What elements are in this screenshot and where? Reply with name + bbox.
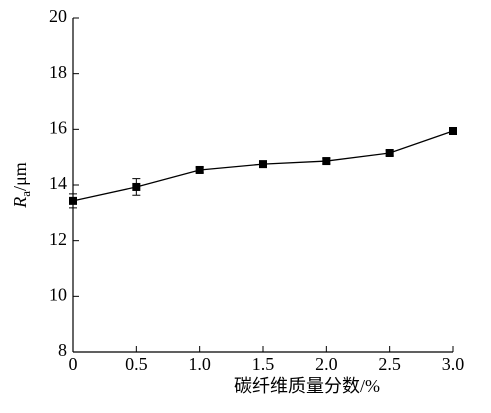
- y-label-main: R: [10, 197, 30, 209]
- x-tick-label: 1.5: [252, 354, 275, 374]
- y-tick-label: 16: [49, 117, 67, 137]
- y-tick-label: 14: [49, 173, 67, 193]
- data-point: [259, 160, 267, 169]
- x-tick-label: 3.0: [442, 354, 465, 374]
- data-point: [195, 165, 204, 174]
- y-tick-label: 20: [49, 6, 67, 26]
- x-tick-label: 0.5: [125, 354, 148, 374]
- y-tick-label: 18: [49, 62, 67, 82]
- data-point: [69, 196, 77, 205]
- data-point: [449, 127, 457, 136]
- x-tick-label: 2.5: [378, 354, 401, 374]
- data-point: [132, 182, 141, 191]
- y-axis-label: Ra/μm: [10, 162, 33, 208]
- x-tick-label: 2.0: [315, 354, 338, 374]
- x-tick-label: 1.0: [188, 354, 211, 374]
- y-tick-label: 8: [58, 340, 67, 360]
- x-tick-label: 0: [69, 354, 78, 374]
- y-tick-label: 10: [49, 284, 67, 304]
- data-point: [322, 157, 331, 166]
- x-axis-label: 碳纤维质量分数/%: [234, 376, 380, 396]
- y-label-sub: a: [18, 191, 33, 197]
- data-point: [385, 148, 394, 157]
- y-label-unit: /μm: [10, 162, 30, 191]
- y-tick-label: 12: [49, 229, 67, 249]
